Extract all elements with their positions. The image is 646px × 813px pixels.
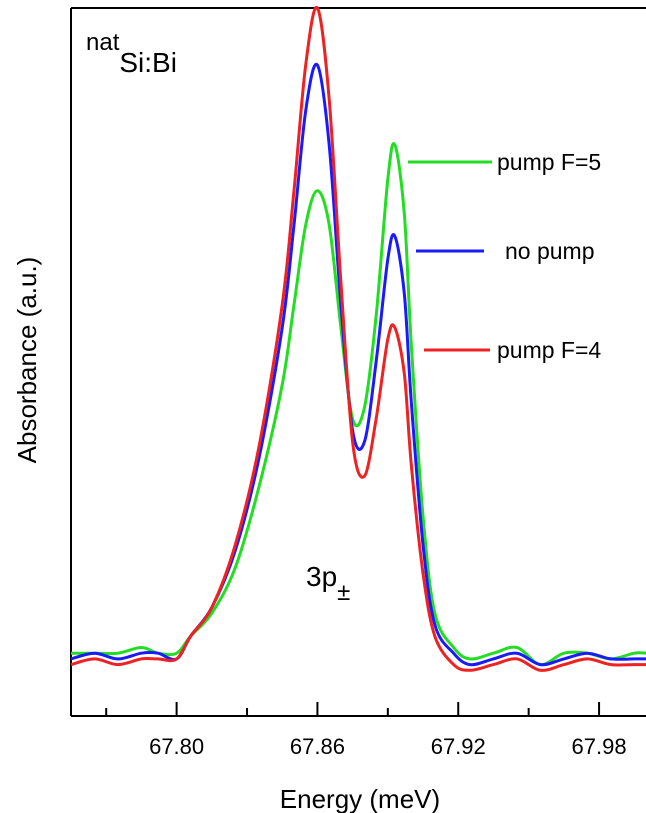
peak-annotation-main: 3p	[306, 561, 337, 592]
sample-annotation: natSi:Bi	[86, 29, 177, 78]
y-axis-title: Absorbance (a.u.)	[12, 257, 42, 464]
x-tick-label: 67.92	[431, 734, 486, 759]
plot-frame	[70, 7, 646, 717]
series-line-pump-f5	[71, 142, 646, 667]
x-tick-label: 67.86	[290, 734, 345, 759]
x-ticks: 67.80 67.86 67.92 67.98	[105, 702, 627, 759]
series-line-pump-f4	[70, 5, 646, 672]
sample-annotation-main: Si:Bi	[119, 47, 177, 78]
legend: pump F=5 no pump pump F=4	[408, 149, 601, 363]
legend-label-pump-f4: pump F=4	[497, 337, 601, 363]
x-axis-title: Energy (meV)	[280, 784, 440, 813]
legend-label-no-pump: no pump	[505, 238, 595, 264]
legend-label-pump-f5: pump F=5	[497, 149, 601, 175]
sample-annotation-sup: nat	[86, 29, 120, 56]
peak-annotation: 3p±	[306, 561, 350, 606]
series-lines	[70, 5, 646, 672]
x-tick-label: 67.98	[572, 734, 627, 759]
peak-annotation-sub: ±	[337, 579, 350, 606]
x-tick-label: 67.80	[149, 734, 204, 759]
